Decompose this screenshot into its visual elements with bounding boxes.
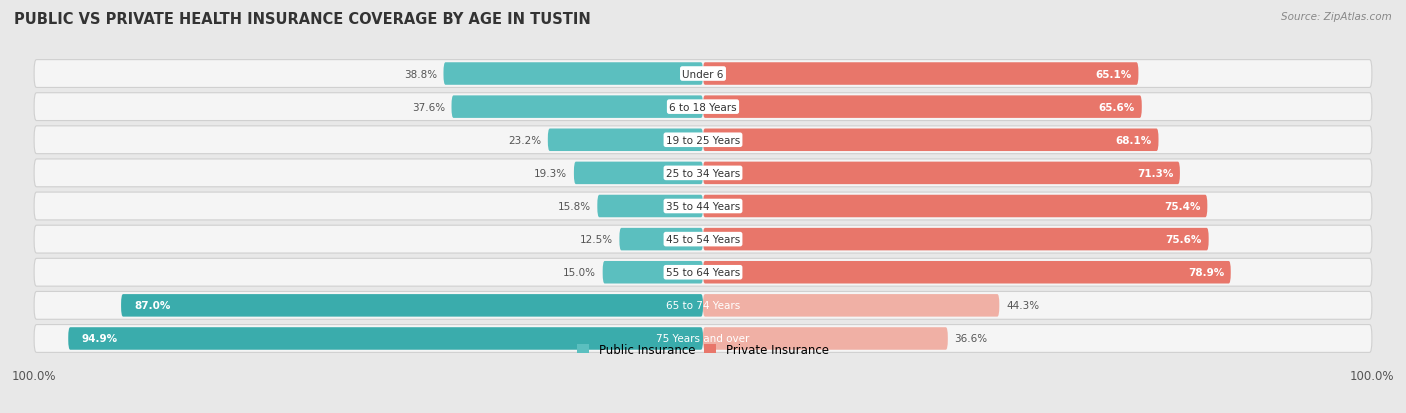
FancyBboxPatch shape (34, 259, 1372, 287)
FancyBboxPatch shape (703, 228, 1209, 251)
Text: 65 to 74 Years: 65 to 74 Years (666, 301, 740, 311)
FancyBboxPatch shape (703, 328, 948, 350)
Text: 75 Years and over: 75 Years and over (657, 334, 749, 344)
Text: 15.0%: 15.0% (562, 268, 596, 278)
Text: 15.8%: 15.8% (558, 202, 591, 211)
Text: 65.1%: 65.1% (1095, 69, 1132, 79)
Text: 94.9%: 94.9% (82, 334, 118, 344)
FancyBboxPatch shape (598, 195, 703, 218)
FancyBboxPatch shape (34, 192, 1372, 221)
FancyBboxPatch shape (34, 325, 1372, 353)
Text: 25 to 34 Years: 25 to 34 Years (666, 169, 740, 178)
FancyBboxPatch shape (34, 225, 1372, 254)
Text: 45 to 54 Years: 45 to 54 Years (666, 235, 740, 244)
Text: 75.6%: 75.6% (1166, 235, 1202, 244)
Text: 65.6%: 65.6% (1099, 102, 1135, 112)
FancyBboxPatch shape (703, 63, 1139, 85)
Text: 12.5%: 12.5% (579, 235, 613, 244)
Text: 37.6%: 37.6% (412, 102, 444, 112)
FancyBboxPatch shape (703, 294, 1000, 317)
FancyBboxPatch shape (121, 294, 703, 317)
Text: Under 6: Under 6 (682, 69, 724, 79)
Text: Source: ZipAtlas.com: Source: ZipAtlas.com (1281, 12, 1392, 22)
Text: 38.8%: 38.8% (404, 69, 437, 79)
FancyBboxPatch shape (703, 96, 1142, 119)
FancyBboxPatch shape (34, 292, 1372, 320)
FancyBboxPatch shape (603, 261, 703, 284)
Text: 23.2%: 23.2% (508, 135, 541, 145)
Text: 19 to 25 Years: 19 to 25 Years (666, 135, 740, 145)
FancyBboxPatch shape (703, 162, 1180, 185)
FancyBboxPatch shape (548, 129, 703, 152)
FancyBboxPatch shape (703, 129, 1159, 152)
FancyBboxPatch shape (34, 93, 1372, 121)
Text: 87.0%: 87.0% (135, 301, 172, 311)
FancyBboxPatch shape (451, 96, 703, 119)
FancyBboxPatch shape (69, 328, 703, 350)
Text: 35 to 44 Years: 35 to 44 Years (666, 202, 740, 211)
Text: 75.4%: 75.4% (1164, 202, 1201, 211)
FancyBboxPatch shape (574, 162, 703, 185)
Text: PUBLIC VS PRIVATE HEALTH INSURANCE COVERAGE BY AGE IN TUSTIN: PUBLIC VS PRIVATE HEALTH INSURANCE COVER… (14, 12, 591, 27)
FancyBboxPatch shape (443, 63, 703, 85)
Text: 36.6%: 36.6% (955, 334, 987, 344)
Text: 44.3%: 44.3% (1007, 301, 1039, 311)
Text: 78.9%: 78.9% (1188, 268, 1225, 278)
Text: 71.3%: 71.3% (1137, 169, 1173, 178)
FancyBboxPatch shape (703, 261, 1230, 284)
Text: 68.1%: 68.1% (1115, 135, 1152, 145)
FancyBboxPatch shape (620, 228, 703, 251)
FancyBboxPatch shape (703, 195, 1208, 218)
FancyBboxPatch shape (34, 60, 1372, 88)
FancyBboxPatch shape (34, 126, 1372, 154)
Text: 19.3%: 19.3% (534, 169, 567, 178)
Text: 6 to 18 Years: 6 to 18 Years (669, 102, 737, 112)
Text: 55 to 64 Years: 55 to 64 Years (666, 268, 740, 278)
FancyBboxPatch shape (34, 159, 1372, 188)
Legend: Public Insurance, Private Insurance: Public Insurance, Private Insurance (572, 338, 834, 361)
